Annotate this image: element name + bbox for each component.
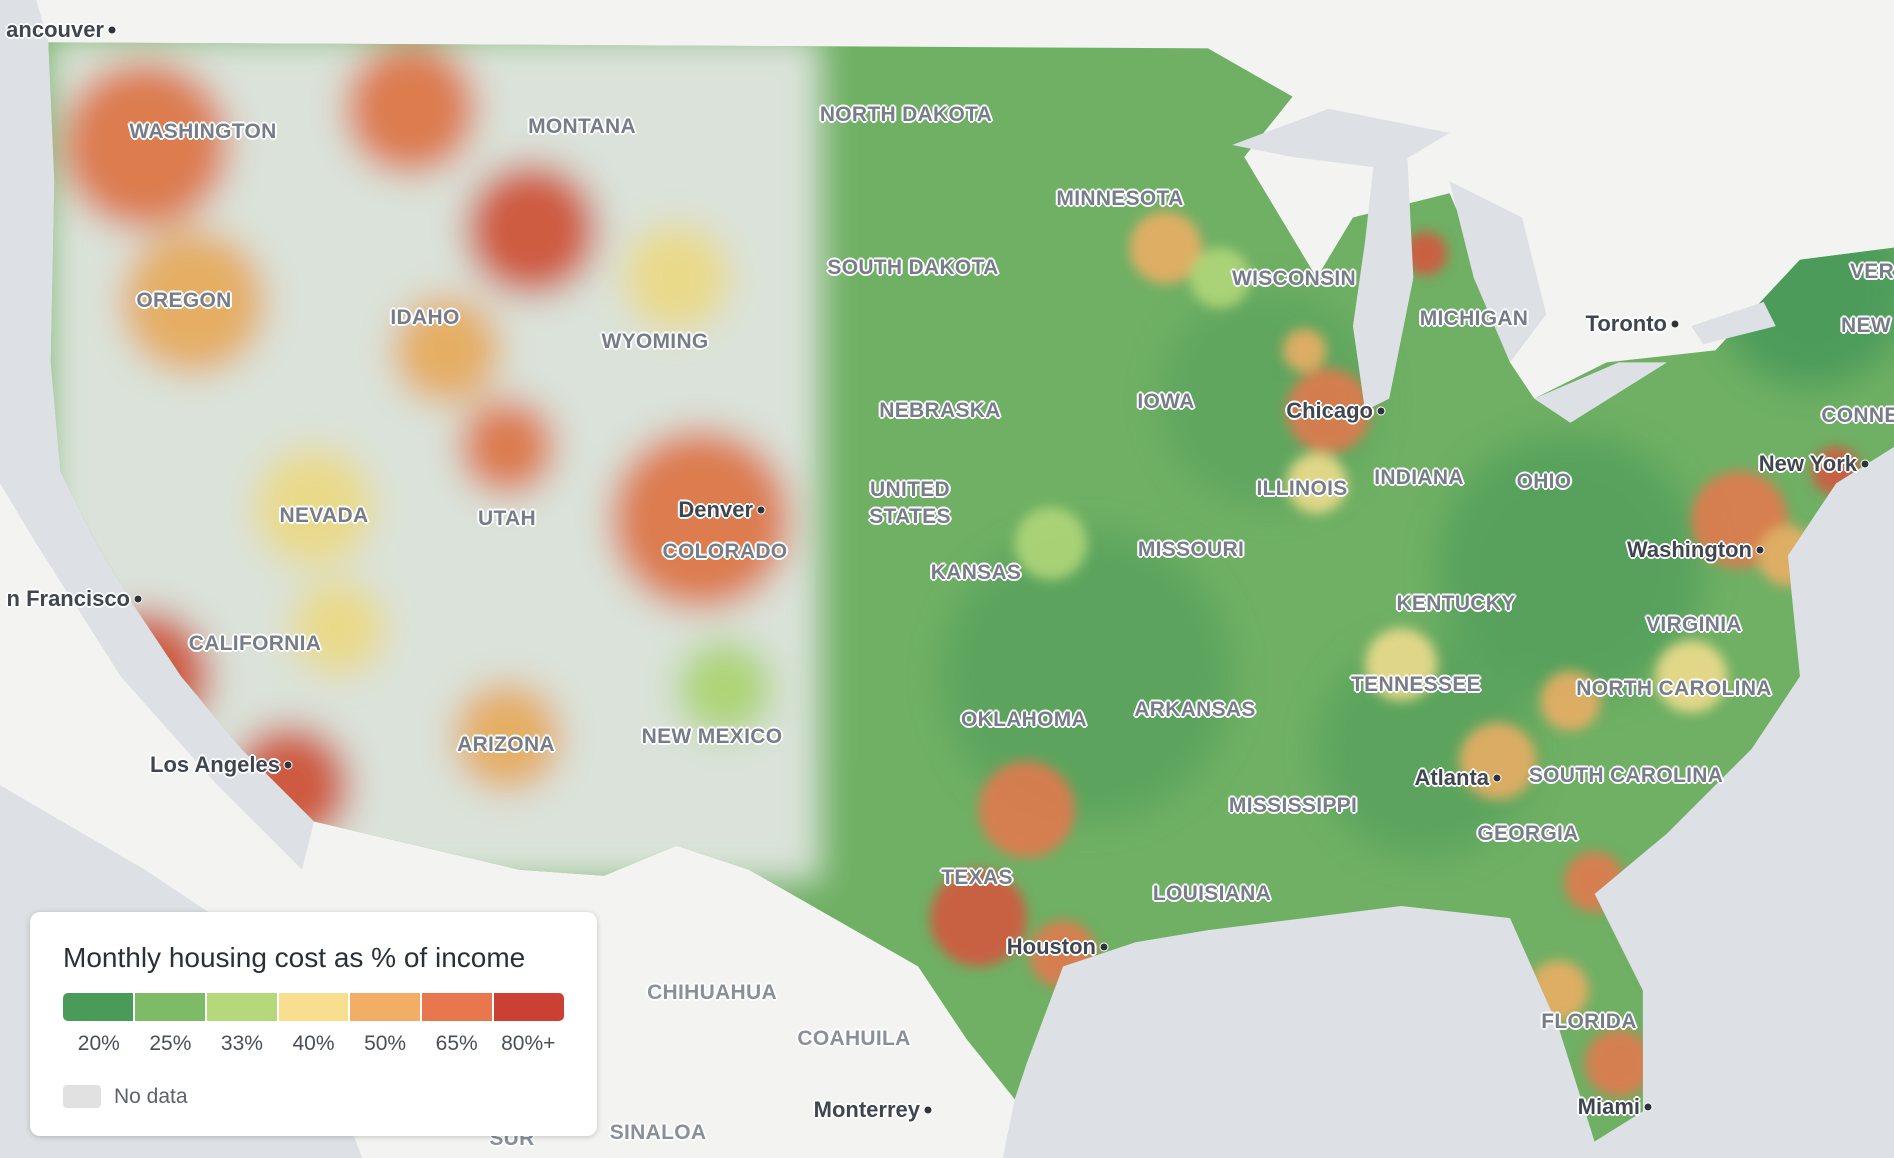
region-label: INDIANA: [1374, 466, 1464, 489]
region-label: MINNESOTA: [1056, 187, 1184, 210]
legend-title: Monthly housing cost as % of income: [63, 942, 526, 973]
legend-swatch: [206, 993, 277, 1021]
legend-tick-label: 80%+: [501, 1032, 556, 1055]
city-label: Monterrey: [813, 1097, 920, 1122]
region-label: SINALOA: [609, 1121, 707, 1144]
legend-tick-label: 50%: [364, 1032, 407, 1055]
city-dot: [107, 25, 117, 35]
region-label: FLORIDA: [1541, 1010, 1637, 1033]
region-label: MICHIGAN: [1419, 307, 1529, 330]
legend-swatch: [278, 993, 349, 1021]
region-label: ILLINOIS: [1256, 477, 1348, 500]
city-dot: [1860, 459, 1870, 469]
city-dot: [1755, 545, 1765, 555]
legend-swatch: [422, 993, 493, 1021]
legend-tick-label: 20%: [77, 1032, 120, 1055]
city-dot: [1376, 406, 1386, 416]
city-label: Chicago: [1286, 398, 1373, 423]
region-label: ARKANSAS: [1134, 698, 1256, 721]
region-label: KENTUCKY: [1396, 592, 1516, 615]
legend-swatch: [350, 993, 421, 1021]
region-label: TEXAS: [941, 866, 1013, 889]
region-label: UNITED STATES: [869, 478, 951, 528]
region-label: MONTANA: [528, 115, 636, 138]
region-label: NEBRASKA: [879, 399, 1001, 422]
city-label: Toronto: [1585, 311, 1667, 336]
region-label: SOUTH DAKOTA: [827, 256, 999, 279]
city-label: Washington: [1626, 537, 1752, 562]
region-label: CHIHUAHUA: [647, 981, 777, 1004]
city-dot: [1099, 942, 1109, 952]
city-label: Atlanta: [1414, 765, 1489, 790]
region-label: TENNESSEE: [1351, 673, 1481, 696]
city-dot: [923, 1105, 933, 1115]
region-label: GEORGIA: [1477, 822, 1579, 845]
region-label: NEW MEXICO: [641, 725, 783, 748]
legend-tick-label: 25%: [149, 1032, 192, 1055]
region-label: MISSOURI: [1137, 538, 1245, 561]
region-label: KANSAS: [930, 561, 1022, 584]
no-data-label: No data: [114, 1085, 188, 1108]
legend-tick-label: 33%: [220, 1032, 263, 1055]
legend-swatch: [134, 993, 205, 1021]
region-label: UTAH: [478, 507, 536, 530]
region-label: WYOMING: [601, 330, 709, 353]
region-label: NORTH DAKOTA: [819, 103, 993, 126]
city-dot: [133, 594, 143, 604]
region-label: WASHINGTON: [129, 120, 277, 143]
legend-ticks: 20% 25% 33% 40% 50% 65% 80%+: [63, 1032, 564, 1056]
region-label: IDAHO: [390, 306, 460, 329]
city-dot: [756, 505, 766, 515]
region-label: COAHUILA: [797, 1027, 911, 1050]
legend-bar: [63, 993, 564, 1021]
region-label: VER: [1849, 260, 1894, 283]
city-label: Houston: [1006, 934, 1096, 959]
region-label: IOWA: [1137, 390, 1195, 413]
legend: Monthly housing cost as % of income 20% 2…: [30, 912, 597, 1136]
city-dot: [1492, 773, 1502, 783]
region-label: CONNE: [1821, 404, 1894, 427]
region-label: NEVADA: [279, 504, 369, 527]
city-dot: [283, 760, 293, 770]
city-dot: [1670, 319, 1680, 329]
no-data-swatch: [63, 1085, 101, 1108]
region-label: VIRGINIA: [1646, 613, 1742, 636]
region-label: OKLAHOMA: [960, 708, 1088, 731]
region-label: ARIZONA: [457, 733, 555, 756]
city-label: Denver: [678, 497, 753, 522]
city-label: ancouver: [6, 17, 104, 42]
legend-swatch: [494, 993, 564, 1021]
city-label: n Francisco: [6, 586, 130, 611]
region-label: WISCONSIN: [1231, 267, 1357, 290]
region-label: COLORADO: [662, 540, 788, 563]
region-label: LOUISIANA: [1152, 882, 1272, 905]
city-dot: [1643, 1102, 1653, 1112]
legend-tick-label: 65%: [435, 1032, 478, 1055]
region-label: MISSISSIPPI: [1228, 794, 1358, 817]
legend-tick-label: 40%: [292, 1032, 335, 1055]
region-label: OHIO: [1516, 470, 1572, 493]
region-label: NORTH CAROLINA: [1576, 677, 1772, 700]
region-label: OREGON: [136, 289, 232, 312]
legend-swatch: [63, 993, 133, 1021]
city-label: Los Angeles: [150, 752, 280, 777]
region-label: NEW: [1841, 314, 1891, 337]
region-label: CALIFORNIA: [188, 632, 322, 655]
city-label: Miami: [1577, 1094, 1640, 1119]
city-label: New York: [1758, 451, 1857, 476]
region-label: SOUTH CAROLINA: [1528, 764, 1724, 787]
